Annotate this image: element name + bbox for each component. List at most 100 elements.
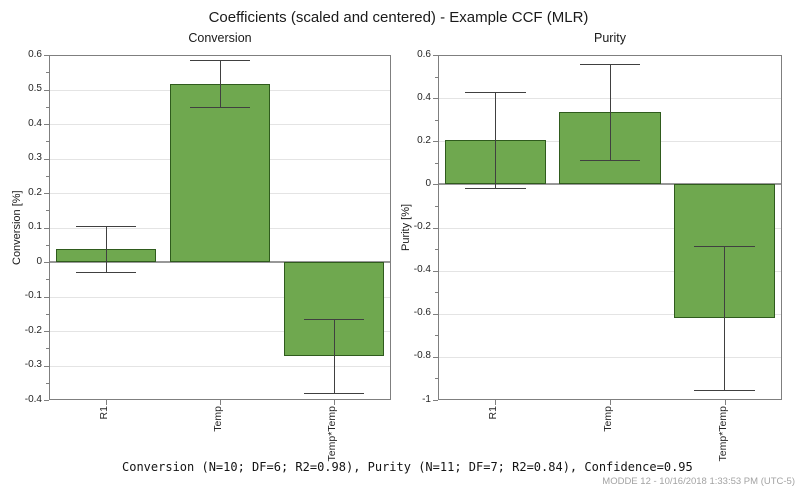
y-tick-label: -0.4 (24, 393, 42, 405)
y-tick-label: 0.5 (28, 83, 42, 94)
panel-title-conversion: Conversion (188, 31, 252, 45)
y-tick (44, 296, 49, 298)
y-tick-label: 0 (36, 255, 42, 267)
y-tick (433, 400, 438, 401)
y-tick-label: -0.6 (413, 307, 431, 319)
y-tick (44, 365, 49, 367)
error-bar-cap (464, 188, 526, 190)
modde-watermark: MODDE 12 - 10/16/2018 1:33:53 PM (UTC-5) (602, 476, 795, 487)
error-bar-cap (303, 392, 365, 394)
error-bar-cap (75, 272, 137, 274)
y-tick (44, 193, 49, 194)
x-tick (495, 400, 497, 405)
y-tick-label: -0.2 (413, 221, 431, 232)
gridline (49, 331, 391, 332)
x-category-label: Temp*Temp (716, 406, 729, 462)
x-category-label: Temp (212, 406, 224, 432)
y-axis-title: Purity [%] (400, 203, 412, 252)
y-minor-tick (435, 205, 438, 207)
y-minor-tick (435, 76, 438, 78)
error-bar-cap (464, 92, 526, 94)
y-minor-tick (435, 335, 438, 337)
y-tick-label: 0.3 (28, 152, 42, 163)
y-axis-title: Conversion [%] (11, 190, 23, 265)
y-tick (44, 227, 49, 229)
y-tick (433, 184, 438, 186)
gridline (438, 356, 782, 358)
error-bar-cap (579, 160, 641, 162)
zero-axis-line (49, 261, 391, 263)
y-minor-tick (46, 141, 49, 143)
x-tick (334, 400, 335, 405)
y-tick (433, 356, 438, 358)
x-category-label: Temp (602, 406, 614, 432)
y-tick-label: -0.4 (413, 264, 431, 276)
y-minor-tick (435, 119, 438, 121)
y-tick-label: 0 (425, 177, 431, 189)
panel-title-purity: Purity (594, 31, 626, 45)
error-bar-line (494, 92, 496, 189)
bar-temp[interactable] (169, 83, 271, 262)
y-minor-tick (435, 292, 438, 294)
y-tick-label: 0.4 (28, 117, 42, 129)
y-minor-tick (46, 313, 49, 315)
y-tick-label: -1 (422, 393, 431, 405)
error-bar-cap (579, 64, 641, 66)
y-tick (433, 98, 438, 100)
chart-title: Coefficients (scaled and centered) - Exa… (208, 9, 589, 26)
x-tick (220, 400, 221, 405)
y-tick (44, 158, 49, 160)
y-tick-label: 0.2 (28, 186, 42, 198)
x-tick (106, 400, 107, 405)
gridline (49, 296, 391, 298)
y-tick (433, 270, 438, 272)
y-tick (433, 55, 438, 56)
y-minor-tick (46, 382, 49, 384)
gridline (438, 270, 782, 272)
y-tick-label: 0.6 (417, 48, 431, 60)
error-bar-cap (189, 106, 251, 108)
x-category-label: Temp*Temp (326, 406, 338, 462)
y-tick-label: -0.8 (413, 350, 431, 362)
y-minor-tick (435, 162, 438, 164)
y-minor-tick (435, 249, 438, 251)
error-bar-cap (189, 60, 251, 62)
x-category-label: R1 (487, 406, 500, 420)
y-tick (433, 141, 438, 143)
y-minor-tick (46, 175, 49, 177)
x-tick (610, 400, 611, 405)
y-tick (44, 89, 49, 91)
gridline (49, 365, 391, 367)
y-tick-label: 0.4 (417, 91, 431, 103)
zero-axis-line (438, 183, 782, 186)
error-bar-cap (303, 319, 365, 321)
error-bar-line (333, 319, 335, 393)
y-tick (433, 313, 438, 315)
y-tick-label: -0.2 (24, 324, 42, 336)
y-minor-tick (435, 378, 438, 380)
y-tick (44, 55, 49, 56)
y-tick (433, 227, 438, 229)
y-tick (44, 331, 49, 332)
error-bar-cap (694, 246, 756, 248)
error-bar-cap (694, 389, 756, 391)
y-tick (44, 124, 49, 125)
y-minor-tick (46, 210, 49, 212)
x-category-label: R1 (98, 406, 110, 420)
y-minor-tick (46, 348, 49, 350)
error-bar-line (609, 64, 611, 161)
y-tick-label: 0.2 (417, 134, 431, 146)
y-minor-tick (46, 244, 49, 246)
y-minor-tick (46, 72, 49, 74)
y-minor-tick (46, 106, 49, 108)
error-bar-cap (75, 225, 137, 227)
y-tick-label: -0.3 (24, 359, 42, 370)
error-bar-line (105, 225, 107, 273)
y-tick-label: 0.6 (28, 48, 42, 60)
y-tick (44, 400, 49, 401)
y-tick-label: -0.1 (24, 290, 42, 301)
y-minor-tick (46, 279, 49, 281)
gridline (438, 313, 782, 315)
gridline (438, 227, 782, 229)
